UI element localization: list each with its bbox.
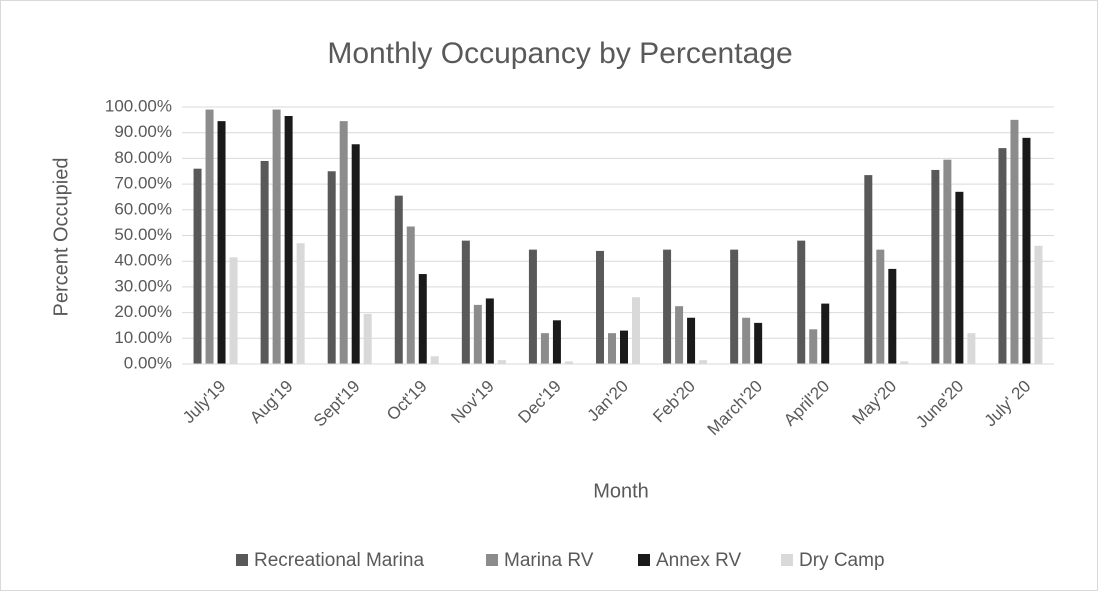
bar xyxy=(608,333,616,364)
bar xyxy=(809,329,818,364)
legend-label: Dry Camp xyxy=(799,550,885,571)
y-tick-label: 30.00% xyxy=(114,276,172,295)
y-tick-label: 10.00% xyxy=(114,328,172,347)
x-axis-label: Month xyxy=(593,480,649,502)
bar xyxy=(1010,119,1019,364)
y-tick-label: 80.00% xyxy=(114,148,172,167)
bar xyxy=(687,317,696,364)
bar xyxy=(406,226,415,364)
bar xyxy=(193,168,202,364)
y-tick-label: 0.00% xyxy=(124,353,172,372)
bar xyxy=(339,121,348,364)
bar xyxy=(754,322,763,364)
chart-title: Monthly Occupancy by Percentage xyxy=(327,37,792,70)
bar xyxy=(351,144,360,364)
y-tick-label: 90.00% xyxy=(114,122,172,141)
bar xyxy=(205,109,214,364)
bar xyxy=(528,249,537,364)
bar xyxy=(260,160,269,364)
bar xyxy=(284,115,293,365)
y-tick-label: 40.00% xyxy=(114,251,172,270)
bar xyxy=(1034,245,1043,364)
bar xyxy=(461,240,470,364)
bar xyxy=(229,257,238,364)
bar xyxy=(998,148,1007,364)
legend-swatch xyxy=(781,554,793,566)
y-tick-label: 70.00% xyxy=(114,174,172,193)
bar xyxy=(632,297,640,364)
legend-label: Annex RV xyxy=(656,550,742,571)
bar xyxy=(497,360,506,364)
y-tick-label: 50.00% xyxy=(114,225,172,244)
bar xyxy=(540,333,549,364)
bar xyxy=(888,268,897,364)
legend-label: Marina RV xyxy=(504,550,594,571)
y-tick-label: 100.00% xyxy=(105,96,172,115)
y-tick-label: 60.00% xyxy=(114,199,172,218)
bar xyxy=(876,249,885,364)
legend-swatch xyxy=(638,554,650,566)
bar xyxy=(797,240,806,364)
bar xyxy=(327,171,336,364)
bar xyxy=(864,175,873,364)
bar xyxy=(552,320,561,364)
bar xyxy=(1022,137,1031,364)
bar xyxy=(363,313,372,364)
bar xyxy=(596,250,604,364)
bar xyxy=(675,306,684,364)
bar xyxy=(742,317,751,364)
bar xyxy=(967,333,976,364)
bar xyxy=(272,109,281,364)
bar xyxy=(955,191,964,364)
y-tick-label: 20.00% xyxy=(114,302,172,321)
bar xyxy=(620,330,628,364)
bar xyxy=(699,360,708,364)
legend-label: Recreational Marina xyxy=(254,550,424,571)
y-axis-label: Percent Occupied xyxy=(50,158,72,317)
bar xyxy=(730,249,739,364)
bar xyxy=(821,303,830,364)
bar xyxy=(564,361,573,364)
bar xyxy=(430,356,439,364)
bar xyxy=(418,274,427,364)
bar xyxy=(296,243,305,364)
legend-swatch xyxy=(486,554,498,566)
bar xyxy=(217,121,226,364)
bar xyxy=(663,249,672,364)
legend-swatch xyxy=(236,554,248,566)
bar xyxy=(394,195,403,364)
bar xyxy=(485,298,494,364)
bar xyxy=(943,159,952,364)
bar xyxy=(900,361,909,364)
bar xyxy=(473,304,482,364)
bar xyxy=(931,169,940,364)
